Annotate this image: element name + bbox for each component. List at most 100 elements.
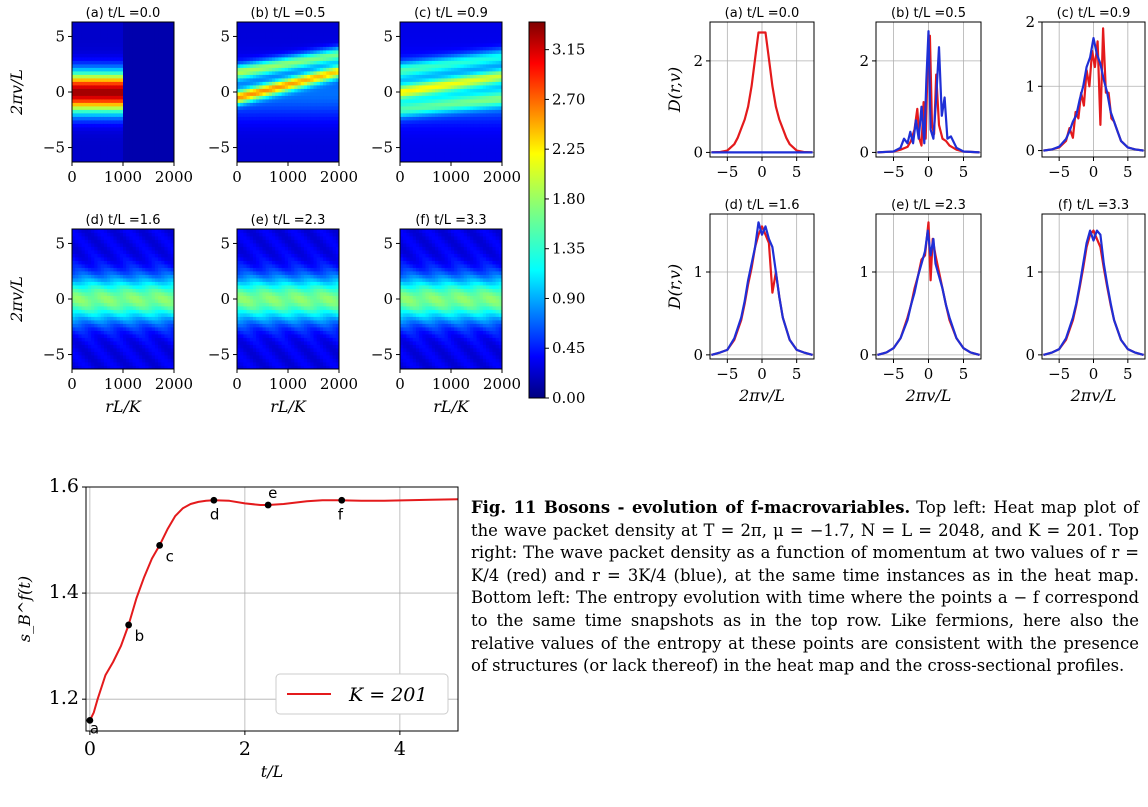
heatmap-cell — [268, 123, 273, 128]
heatmap-cell — [297, 102, 302, 107]
heatmap-cell — [409, 50, 414, 54]
heatmap-cell — [425, 155, 430, 159]
heatmap-cell — [91, 260, 95, 265]
heatmap-cell — [498, 74, 503, 79]
heatmap-cell — [161, 113, 165, 117]
heatmap-cell — [148, 67, 153, 72]
heatmap-cell — [335, 74, 340, 79]
heatmap-cell — [84, 36, 89, 40]
heatmap-cell — [110, 330, 114, 335]
heatmap-cell — [479, 137, 484, 142]
heatmap-cell — [310, 57, 314, 61]
heatmap-cell — [265, 53, 270, 58]
heatmap-cell — [132, 358, 137, 363]
heatmap-cell — [323, 95, 327, 100]
heatmap-cell — [466, 158, 471, 163]
heatmap-cell — [486, 144, 490, 149]
heatmap-cell — [444, 144, 449, 149]
heatmap-cell — [107, 120, 111, 124]
heatmap-cell — [167, 57, 172, 61]
heatmap-cell — [138, 264, 143, 268]
heatmap-cell — [126, 57, 130, 61]
heatmap-cell — [100, 365, 105, 370]
heatmap-cell — [154, 109, 159, 114]
heatmap-cell — [310, 106, 314, 110]
heatmap-cell — [259, 36, 263, 40]
heatmap-cell — [256, 39, 260, 44]
heatmap-cell — [451, 120, 455, 124]
heatmap-cell — [473, 144, 477, 149]
heatmap-cell — [329, 36, 334, 40]
heatmap-cell — [78, 323, 82, 328]
heatmap-cell — [272, 120, 276, 124]
heatmap-cell — [81, 120, 86, 124]
heatmap-cell — [265, 74, 270, 79]
heatmap-cell — [457, 25, 461, 30]
heatmap-cell — [87, 109, 92, 114]
heatmap-cell — [103, 320, 108, 324]
heatmap-cell — [167, 102, 172, 107]
heatmap-cell — [246, 113, 251, 117]
heatmap-cell — [72, 85, 76, 89]
heatmap-cell — [275, 78, 279, 82]
heatmap-cell — [498, 85, 503, 89]
heatmap-cell — [268, 158, 273, 163]
heatmap-cell — [129, 334, 133, 338]
heatmap-cell — [148, 246, 153, 251]
heatmap-cell — [316, 39, 321, 44]
heatmap-cell — [310, 120, 314, 124]
heatmap-cell — [158, 106, 162, 110]
heatmap-cell — [495, 130, 500, 135]
heatmap-cell — [103, 271, 108, 275]
heatmap-cell — [482, 95, 487, 100]
heatmap-cell — [447, 155, 452, 159]
heatmap-cell — [435, 88, 439, 93]
heatmap-cell — [126, 243, 130, 247]
heatmap-cell — [161, 50, 165, 54]
heatmap-cell — [135, 320, 140, 324]
heatmap-cell — [329, 158, 334, 163]
heatmap-cell — [135, 29, 140, 33]
heatmap-cell — [100, 22, 105, 26]
heatmap-cell — [428, 144, 433, 149]
heatmap-cell — [103, 148, 108, 152]
heatmap-cell — [87, 29, 92, 33]
heatmap-cell — [249, 102, 254, 107]
heatmap-cell — [107, 106, 111, 110]
heatmap-cell — [294, 95, 298, 100]
heatmap-cell — [119, 130, 124, 135]
heatmap-cell — [473, 43, 477, 47]
heatmap-cell — [281, 78, 286, 82]
heatmap-cell — [138, 229, 143, 233]
heatmap-cell — [463, 36, 468, 40]
heatmap-cell — [148, 278, 153, 282]
heatmap-cell — [132, 29, 137, 33]
heatmap-cell — [116, 64, 121, 68]
heatmap-cell — [78, 271, 82, 275]
heatmap-cell — [103, 109, 108, 114]
heatmap-cell — [72, 337, 76, 342]
heatmap-cell — [422, 99, 426, 103]
heatmap-cell — [435, 123, 439, 128]
heatmap-cell — [400, 39, 404, 44]
heatmap-cell — [438, 102, 442, 107]
heatmap-cell — [435, 78, 439, 82]
heatmap-cell — [158, 320, 162, 324]
heatmap-cell — [237, 113, 241, 117]
heatmap-cell — [492, 141, 497, 145]
heatmap-cell — [151, 313, 156, 317]
heatmap-cell — [489, 57, 493, 61]
heatmap-cell — [454, 53, 458, 58]
heatmap-cell — [87, 320, 92, 324]
heatmap-cell — [164, 36, 169, 40]
heatmap-cell — [265, 137, 270, 142]
heatmap-cell — [94, 95, 98, 100]
heatmap-cell — [75, 250, 79, 254]
heatmap-cell — [323, 106, 327, 110]
heatmap-cell — [113, 95, 118, 100]
heatmap-cell — [97, 337, 102, 342]
heatmap-cell — [422, 32, 426, 37]
heatmap-cell — [303, 123, 308, 128]
heatmap-cell — [113, 239, 118, 244]
heatmap-cell — [72, 323, 76, 328]
